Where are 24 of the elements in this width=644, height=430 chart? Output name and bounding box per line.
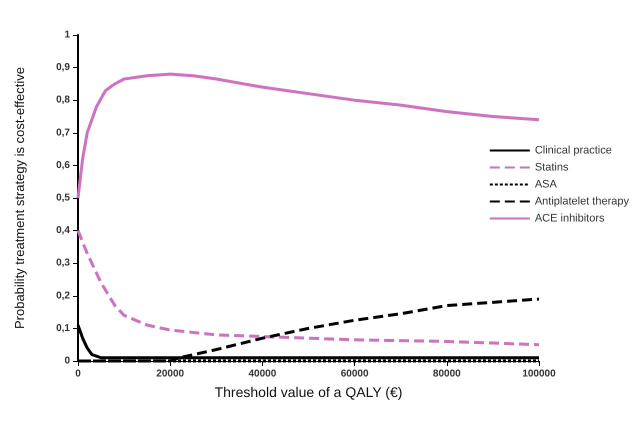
x-tick-label: 80000 <box>432 368 462 380</box>
x-tick-label: 20000 <box>156 368 185 380</box>
y-tick-label: 0,6 <box>56 160 70 171</box>
y-tick-label: 0 <box>64 356 70 366</box>
x-tick-label: 100000 <box>522 368 556 380</box>
legend-label: ASA <box>534 178 558 190</box>
legend-label: Antiplatelet therapy <box>534 196 630 208</box>
x-tick-label: 60000 <box>340 368 369 380</box>
legend-label: ACE inhibitors <box>534 212 606 224</box>
y-tick-label: 0,9 <box>56 62 70 74</box>
x-tick-label: 40000 <box>248 368 277 380</box>
y-tick-label: 0,2 <box>56 290 70 302</box>
legend-label: Statins <box>534 162 569 174</box>
y-tick-label: 0,3 <box>56 258 70 269</box>
y-tick-label: 0,8 <box>56 94 70 106</box>
x-tick-label: 0 <box>75 368 82 380</box>
y-tick-label: 0,7 <box>56 127 70 138</box>
y-tick-label: 0,5 <box>56 192 70 204</box>
x-axis-title: Threshold value of a QALY (€) <box>214 384 402 400</box>
legend-label: Clinical practice <box>534 144 612 156</box>
y-tick-label: 0,1 <box>56 322 70 334</box>
y-axis-title: Probability treatment strategy is cost-effective <box>12 66 27 330</box>
y-tick-label: 1 <box>64 30 70 40</box>
y-tick-label: 0,4 <box>56 225 70 236</box>
